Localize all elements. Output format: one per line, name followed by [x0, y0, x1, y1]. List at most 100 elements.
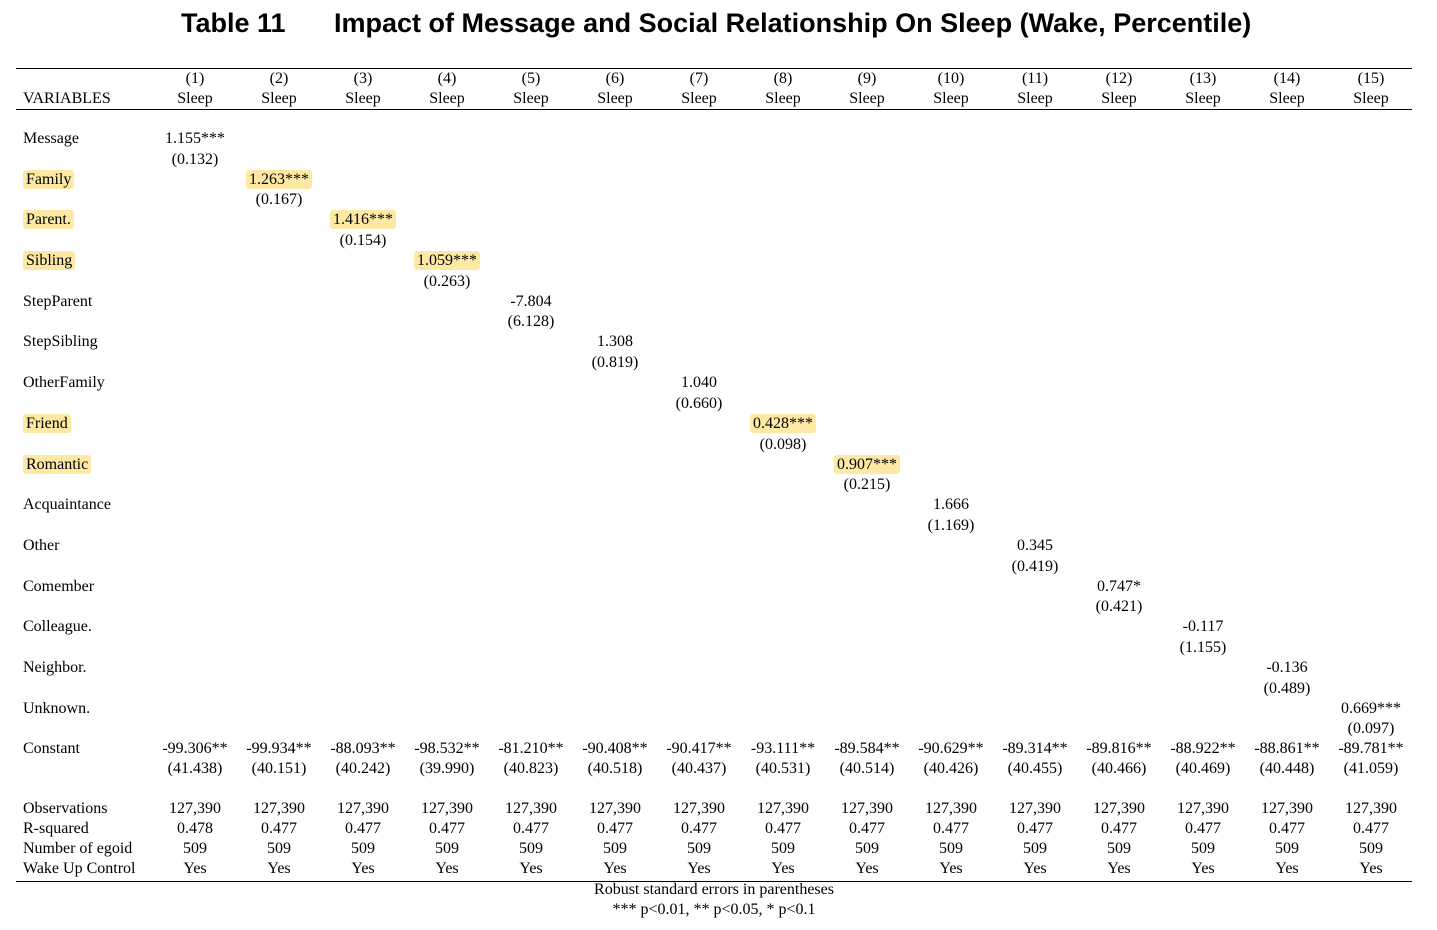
- standard-error-row: (0.819): [16, 352, 1413, 373]
- empty-cell: [657, 515, 741, 536]
- variable-row: Message 1.155***: [16, 129, 1413, 149]
- column-dep-var: Sleep: [1017, 90, 1053, 107]
- empty-cell: [909, 312, 993, 333]
- empty-cell: [1077, 434, 1161, 455]
- constant-coefficient: -99.306**: [162, 740, 228, 758]
- empty-cell: [573, 373, 657, 393]
- stat-label: Wake Up Control: [23, 860, 136, 878]
- empty-cell: [1245, 352, 1329, 373]
- empty-cell: [321, 352, 405, 373]
- empty-cell: [1077, 129, 1161, 149]
- empty-cell: [909, 536, 993, 556]
- constant-coefficient: -81.210**: [498, 740, 564, 758]
- stat-value: 509: [939, 840, 963, 858]
- empty-cell: [993, 658, 1077, 678]
- empty-cell: [741, 719, 825, 740]
- constant-standard-error: (39.990): [419, 760, 475, 778]
- variable-row: Friend 0.428***: [16, 413, 1413, 434]
- empty-cell: [909, 373, 993, 393]
- coefficient: 0.345: [1017, 536, 1053, 554]
- column-number: (4): [437, 70, 457, 87]
- empty-cell: [489, 210, 573, 230]
- variable-row: Comember 0.747*: [16, 577, 1413, 597]
- empty-cell: [741, 658, 825, 678]
- empty-cell: [825, 190, 909, 211]
- stat-value: 509: [603, 840, 627, 858]
- empty-cell: [1077, 230, 1161, 251]
- blank: [16, 475, 153, 496]
- empty-cell: [1077, 678, 1161, 699]
- empty-cell: [909, 149, 993, 170]
- empty-cell: [321, 556, 405, 577]
- empty-cell: [909, 556, 993, 577]
- header-number-row: (1) (2) (3) (4) (5) (6) (7) (8) (9) (10) (11) (12) (…: [16, 69, 1413, 89]
- empty-cell: [573, 678, 657, 699]
- variable-row: Family 1.263***: [16, 169, 1413, 190]
- variables-label: VARIABLES: [23, 90, 111, 107]
- empty-cell: [909, 455, 993, 475]
- empty-cell: [657, 719, 741, 740]
- empty-cell: [909, 719, 993, 740]
- empty-cell: [657, 190, 741, 211]
- empty-cell: [657, 637, 741, 658]
- bottom-rule: [16, 881, 1412, 882]
- empty-cell: [153, 678, 237, 699]
- blank: [16, 556, 153, 577]
- empty-cell: [1329, 129, 1413, 149]
- empty-cell: [405, 658, 489, 678]
- coefficient: 1.416***: [321, 210, 405, 230]
- stat-value: 509: [1023, 840, 1047, 858]
- coefficient: 0.907***: [825, 454, 909, 475]
- empty-cell: [909, 577, 993, 597]
- empty-cell: [741, 292, 825, 312]
- empty-cell: [993, 271, 1077, 292]
- empty-cell: [237, 719, 321, 740]
- empty-cell: [153, 495, 237, 515]
- variable-name: Neighbor.: [23, 658, 87, 676]
- blank: [16, 190, 153, 211]
- stat-row: R-squared 0.478 0.477 0.477 0.477 0.477 0.477 0…: [16, 819, 1413, 839]
- empty-cell: [237, 617, 321, 637]
- stat-value: 509: [351, 840, 375, 858]
- stat-value: 0.477: [1269, 820, 1305, 838]
- regression-table: (1) (2) (3) (4) (5) (6) (7) (8) (9) (10) (11) (12) (…: [16, 69, 1413, 879]
- empty-cell: [1161, 230, 1245, 251]
- stat-value: Yes: [771, 860, 795, 878]
- standard-error: (0.421): [1095, 598, 1143, 616]
- empty-cell: [1077, 495, 1161, 515]
- variable-name: Friend: [16, 413, 153, 434]
- empty-cell: [237, 230, 321, 251]
- empty-cell: [405, 536, 489, 556]
- table-title: Table 11 Impact of Message and Social Re…: [0, 6, 1437, 42]
- standard-error: (0.660): [675, 394, 723, 412]
- empty-cell: [741, 271, 825, 292]
- constant-standard-error: (40.518): [587, 760, 643, 778]
- stat-value: Yes: [687, 860, 711, 878]
- empty-cell: [825, 495, 909, 515]
- empty-cell: [405, 210, 489, 230]
- empty-cell: [489, 352, 573, 373]
- empty-cell: [657, 210, 741, 230]
- empty-cell: [237, 637, 321, 658]
- empty-cell: [573, 556, 657, 577]
- empty-cell: [489, 251, 573, 271]
- empty-cell: [1329, 495, 1413, 515]
- empty-cell: [489, 495, 573, 515]
- empty-cell: [993, 414, 1077, 434]
- empty-cell: [993, 699, 1077, 719]
- empty-cell: [489, 515, 573, 536]
- empty-cell: [909, 617, 993, 637]
- stat-value: Yes: [939, 860, 963, 878]
- empty-cell: [1245, 312, 1329, 333]
- stat-row: Observations 127,390 127,390 127,390 127,390…: [16, 799, 1413, 819]
- empty-cell: [741, 515, 825, 536]
- variable-name-text: Sibling: [23, 251, 76, 271]
- empty-cell: [153, 597, 237, 618]
- empty-cell: [1245, 393, 1329, 414]
- constant-standard-error: (41.059): [1343, 760, 1399, 778]
- constant-coefficient: -90.408**: [582, 740, 648, 758]
- empty-cell: [321, 678, 405, 699]
- empty-cell: [1077, 393, 1161, 414]
- empty-cell: [573, 536, 657, 556]
- empty-cell: [657, 597, 741, 618]
